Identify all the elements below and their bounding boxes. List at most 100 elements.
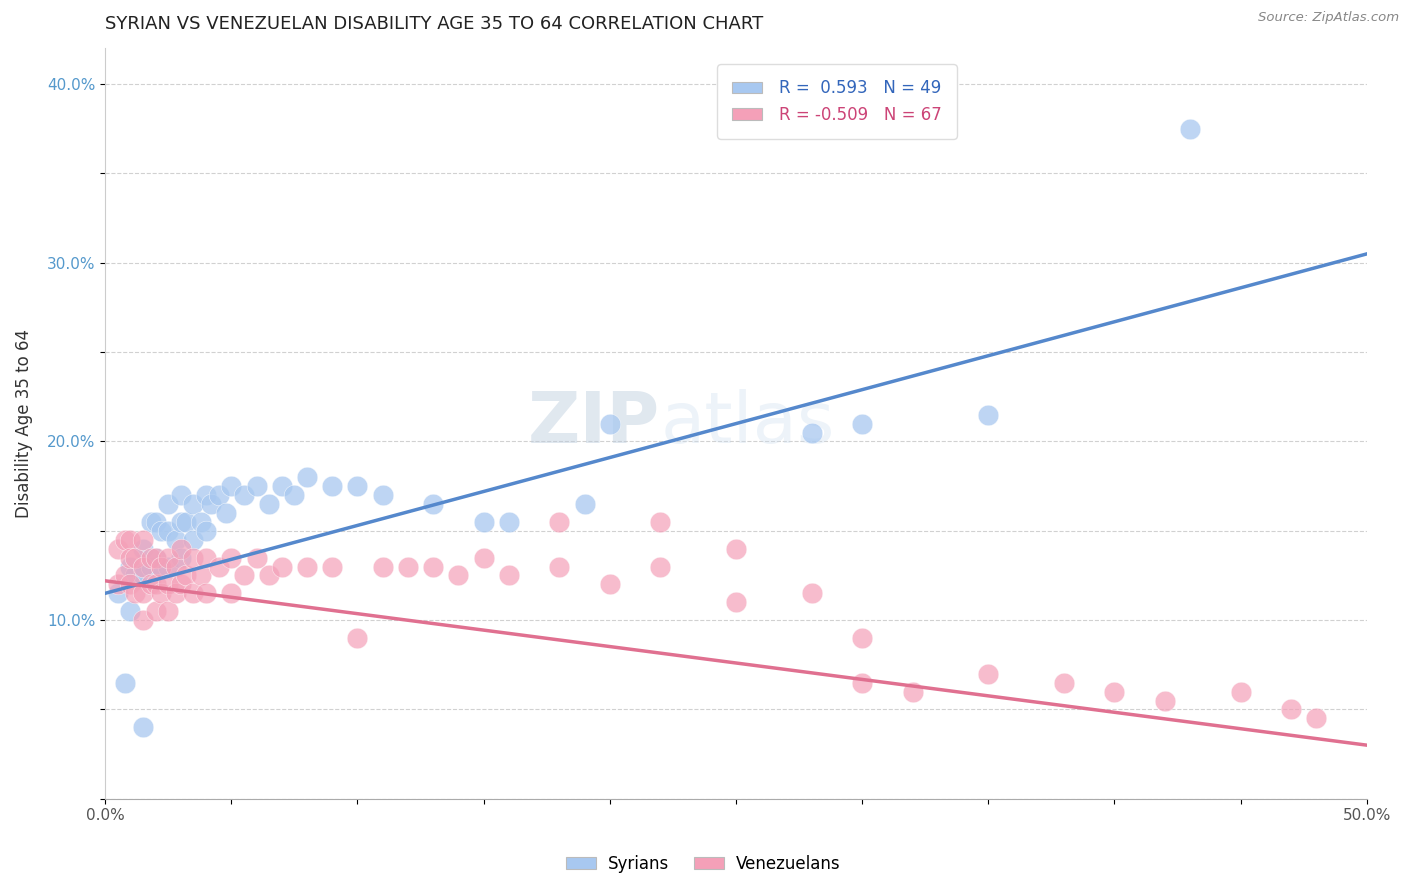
Point [396, 559, 419, 574]
Legend: R =  0.593   N = 49, R = -0.509   N = 67: R = 0.593 N = 49, R = -0.509 N = 67 [717, 64, 956, 138]
Point [195, 488, 218, 502]
Point [139, 577, 162, 591]
Point [174, 515, 197, 529]
Point [157, 497, 180, 511]
Point [195, 550, 218, 565]
Point [183, 533, 205, 547]
Point [124, 568, 146, 582]
Point [107, 586, 129, 600]
Point [132, 541, 155, 556]
Point [219, 550, 242, 565]
Point [208, 488, 231, 502]
Point [1229, 684, 1251, 698]
Point [977, 408, 1000, 422]
Point [139, 515, 162, 529]
Point [124, 586, 146, 600]
Point [124, 550, 146, 565]
Point [149, 559, 172, 574]
Point [195, 524, 218, 538]
Point [183, 550, 205, 565]
Point [1178, 121, 1201, 136]
Point [245, 550, 267, 565]
Point [346, 479, 368, 493]
Point [346, 631, 368, 645]
Point [548, 559, 571, 574]
Point [800, 425, 823, 440]
Point [183, 497, 205, 511]
Point [120, 533, 142, 547]
Point [1053, 675, 1076, 690]
Point [120, 577, 142, 591]
Point [219, 479, 242, 493]
Point [157, 550, 180, 565]
Point [371, 488, 394, 502]
Point [498, 515, 520, 529]
Point [120, 559, 142, 574]
Point [170, 577, 193, 591]
Point [321, 559, 343, 574]
Point [165, 586, 187, 600]
Point [270, 479, 292, 493]
Text: SYRIAN VS VENEZUELAN DISABILITY AGE 35 TO 64 CORRELATION CHART: SYRIAN VS VENEZUELAN DISABILITY AGE 35 T… [105, 15, 763, 33]
Point [498, 568, 520, 582]
Point [195, 586, 218, 600]
Point [190, 568, 212, 582]
Point [901, 684, 924, 698]
Point [174, 568, 197, 582]
Point [851, 417, 873, 431]
Point [149, 559, 172, 574]
Point [107, 577, 129, 591]
Point [724, 595, 747, 609]
Point [472, 515, 495, 529]
Text: Source: ZipAtlas.com: Source: ZipAtlas.com [1258, 11, 1399, 24]
Point [1279, 702, 1302, 716]
Point [422, 559, 444, 574]
Point [145, 577, 167, 591]
Point [139, 550, 162, 565]
Point [257, 497, 280, 511]
Point [447, 568, 470, 582]
Point [257, 568, 280, 582]
Point [114, 568, 136, 582]
Point [120, 550, 142, 565]
Point [650, 559, 672, 574]
Point [215, 506, 238, 520]
Point [270, 559, 292, 574]
Point [165, 533, 187, 547]
Point [650, 515, 672, 529]
Point [295, 470, 318, 484]
Point [170, 541, 193, 556]
Point [851, 675, 873, 690]
Point [232, 568, 254, 582]
Text: atlas: atlas [661, 389, 835, 458]
Point [232, 488, 254, 502]
Point [132, 559, 155, 574]
Point [183, 586, 205, 600]
Point [283, 488, 305, 502]
Point [132, 720, 155, 734]
Point [422, 497, 444, 511]
Point [157, 559, 180, 574]
Point [851, 631, 873, 645]
Point [219, 586, 242, 600]
Point [800, 586, 823, 600]
Point [149, 524, 172, 538]
Point [157, 524, 180, 538]
Text: ZIP: ZIP [529, 389, 661, 458]
Point [170, 515, 193, 529]
Point [149, 586, 172, 600]
Point [157, 604, 180, 618]
Point [165, 559, 187, 574]
Point [145, 550, 167, 565]
Point [132, 586, 155, 600]
Point [132, 533, 155, 547]
Point [548, 515, 571, 529]
Point [145, 515, 167, 529]
Point [145, 604, 167, 618]
Point [1104, 684, 1126, 698]
Legend: Syrians, Venezuelans: Syrians, Venezuelans [560, 848, 846, 880]
Point [170, 488, 193, 502]
Point [1305, 711, 1327, 725]
Point [321, 479, 343, 493]
Point [114, 533, 136, 547]
